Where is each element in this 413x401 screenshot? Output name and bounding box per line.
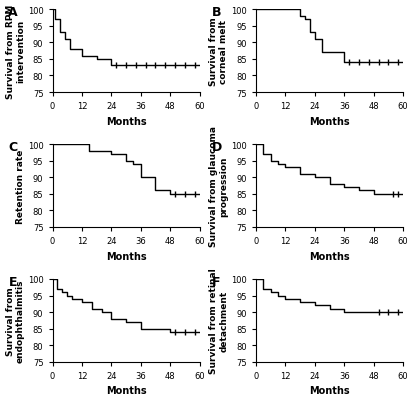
Text: E: E: [8, 275, 17, 288]
X-axis label: Months: Months: [309, 116, 349, 126]
Y-axis label: Survival from retinal
detachment: Survival from retinal detachment: [209, 268, 228, 373]
Text: B: B: [211, 6, 221, 19]
X-axis label: Months: Months: [309, 385, 349, 395]
X-axis label: Months: Months: [309, 251, 349, 261]
Y-axis label: Survival from
endophthalmitis: Survival from endophthalmitis: [5, 279, 25, 362]
Y-axis label: Survival from RPM
intervention: Survival from RPM intervention: [5, 4, 25, 99]
Text: F: F: [211, 275, 220, 288]
X-axis label: Months: Months: [105, 251, 146, 261]
Y-axis label: Retention rate: Retention rate: [16, 149, 25, 223]
Text: C: C: [8, 140, 17, 154]
X-axis label: Months: Months: [105, 116, 146, 126]
Y-axis label: Survival from glaucoma
progression: Survival from glaucoma progression: [209, 126, 228, 246]
Text: D: D: [211, 140, 222, 154]
X-axis label: Months: Months: [105, 385, 146, 395]
Text: A: A: [8, 6, 18, 19]
Y-axis label: Survival from
corneal melt: Survival from corneal melt: [209, 17, 228, 86]
